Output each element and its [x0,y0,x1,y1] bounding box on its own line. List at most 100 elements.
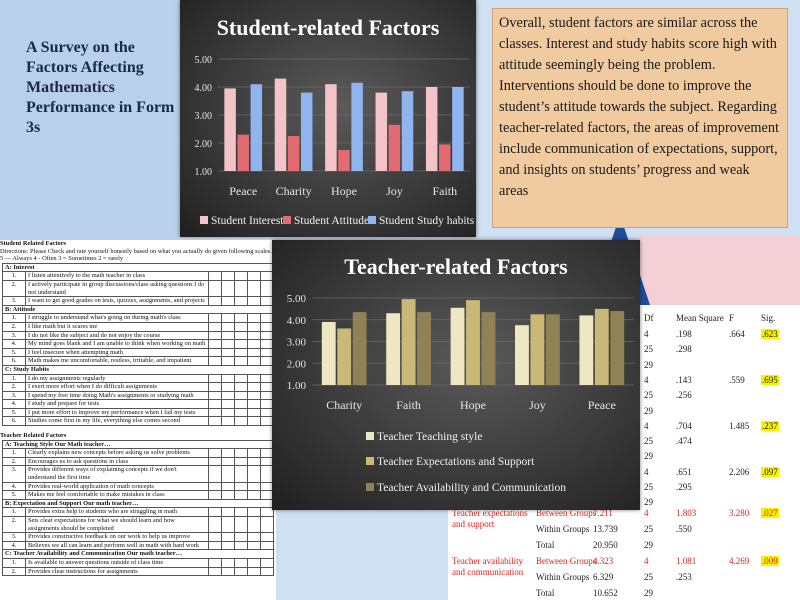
rating-checkbox[interactable] [234,313,248,323]
rating-checkbox[interactable] [247,296,261,306]
rating-checkbox[interactable] [247,465,261,483]
rating-checkbox[interactable] [247,321,261,332]
rating-checkbox[interactable] [247,532,261,542]
rating-checkbox[interactable] [208,321,222,332]
rating-checkbox[interactable] [221,566,235,577]
rating-checkbox[interactable] [208,456,222,467]
rating-checkbox[interactable] [208,373,222,384]
rating-checkbox[interactable] [208,390,222,401]
rating-checkbox[interactable] [234,271,248,281]
rating-checkbox[interactable] [221,532,235,542]
rating-checkbox[interactable] [247,448,261,458]
rating-checkbox[interactable] [221,356,235,366]
rating-checkbox[interactable] [208,515,222,534]
rating-checkbox[interactable] [221,456,235,467]
rating-checkbox[interactable] [221,515,235,534]
rating-checkbox[interactable] [208,416,222,427]
rating-checkbox[interactable] [208,490,222,500]
rating-checkbox[interactable] [234,373,248,384]
rating-checkbox[interactable] [208,407,222,418]
rating-checkbox[interactable] [234,382,248,392]
rating-checkbox[interactable] [208,347,222,358]
rating-checkbox[interactable] [221,321,235,332]
rating-checkbox[interactable] [247,373,261,384]
rating-checkbox[interactable] [247,356,261,366]
rating-checkbox[interactable] [208,465,222,483]
rating-checkbox[interactable] [221,465,235,483]
rating-checkbox[interactable] [234,566,248,577]
rating-checkbox[interactable] [208,271,222,281]
rating-checkbox[interactable] [208,356,222,366]
rating-checkbox[interactable] [208,540,222,551]
rating-checkbox[interactable] [208,532,222,542]
rating-checkbox[interactable] [221,448,235,458]
rating-checkbox[interactable] [221,330,235,341]
rating-checkbox[interactable] [234,465,248,483]
rating-checkbox[interactable] [260,557,274,568]
rating-checkbox[interactable] [208,313,222,323]
rating-checkbox[interactable] [221,382,235,392]
rating-checkbox[interactable] [247,557,261,568]
rating-checkbox[interactable] [234,557,248,568]
rating-checkbox[interactable] [221,507,235,517]
rating-checkbox[interactable] [247,416,261,427]
rating-checkbox[interactable] [234,540,248,551]
rating-checkbox[interactable] [221,271,235,281]
rating-checkbox[interactable] [234,490,248,500]
rating-checkbox[interactable] [247,515,261,534]
rating-checkbox[interactable] [208,399,222,409]
rating-checkbox[interactable] [247,507,261,517]
rating-checkbox[interactable] [247,540,261,551]
rating-checkbox[interactable] [234,448,248,458]
rating-checkbox[interactable] [247,271,261,281]
rating-checkbox[interactable] [208,557,222,568]
rating-checkbox[interactable] [221,407,235,418]
rating-checkbox[interactable] [247,456,261,467]
rating-checkbox[interactable] [208,296,222,306]
rating-checkbox[interactable] [221,490,235,500]
rating-checkbox[interactable] [247,347,261,358]
rating-checkbox[interactable] [208,481,222,492]
rating-checkbox[interactable] [234,279,248,298]
rating-checkbox[interactable] [234,330,248,341]
rating-checkbox[interactable] [234,321,248,332]
rating-checkbox[interactable] [221,313,235,323]
rating-checkbox[interactable] [247,407,261,418]
rating-checkbox[interactable] [260,515,274,534]
rating-checkbox[interactable] [234,532,248,542]
rating-checkbox[interactable] [247,313,261,323]
rating-checkbox[interactable] [234,407,248,418]
rating-checkbox[interactable] [247,339,261,349]
rating-checkbox[interactable] [234,339,248,349]
rating-checkbox[interactable] [208,382,222,392]
rating-checkbox[interactable] [208,566,222,577]
rating-checkbox[interactable] [234,399,248,409]
rating-checkbox[interactable] [234,515,248,534]
rating-checkbox[interactable] [234,356,248,366]
rating-checkbox[interactable] [260,540,274,551]
rating-checkbox[interactable] [247,490,261,500]
rating-checkbox[interactable] [208,339,222,349]
rating-checkbox[interactable] [221,347,235,358]
rating-checkbox[interactable] [234,507,248,517]
rating-checkbox[interactable] [247,279,261,298]
rating-checkbox[interactable] [208,448,222,458]
rating-checkbox[interactable] [234,481,248,492]
rating-checkbox[interactable] [234,296,248,306]
rating-checkbox[interactable] [247,330,261,341]
rating-checkbox[interactable] [208,507,222,517]
rating-checkbox[interactable] [221,390,235,401]
rating-checkbox[interactable] [221,557,235,568]
rating-checkbox[interactable] [247,382,261,392]
rating-checkbox[interactable] [234,416,248,427]
rating-checkbox[interactable] [260,532,274,542]
rating-checkbox[interactable] [221,373,235,384]
rating-checkbox[interactable] [208,330,222,341]
rating-checkbox[interactable] [221,339,235,349]
rating-checkbox[interactable] [247,481,261,492]
rating-checkbox[interactable] [234,347,248,358]
rating-checkbox[interactable] [221,540,235,551]
rating-checkbox[interactable] [221,399,235,409]
rating-checkbox[interactable] [221,279,235,298]
rating-checkbox[interactable] [247,399,261,409]
